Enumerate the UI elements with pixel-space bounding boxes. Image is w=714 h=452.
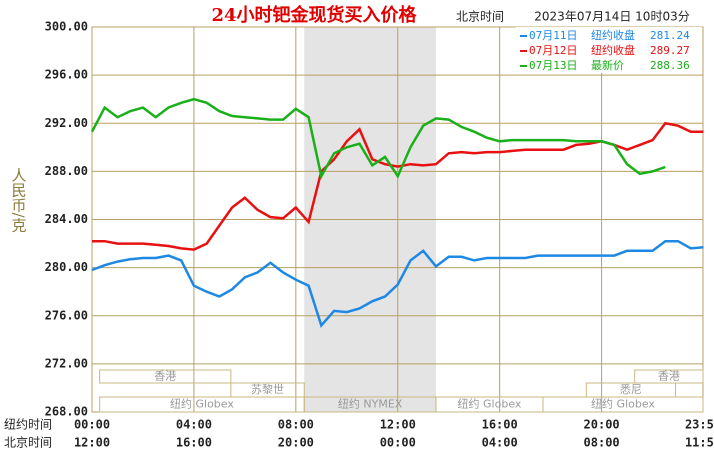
legend-name: 07月11日	[529, 29, 578, 42]
session-label: 香港	[154, 370, 176, 383]
legend-value: 289.27	[650, 44, 690, 57]
session-box	[99, 369, 232, 384]
session-label: 悉尼	[620, 383, 642, 396]
time-zone-label: 北京时间	[456, 10, 504, 24]
session-label: 纽约 NYMEX	[338, 397, 403, 411]
session-label: 苏黎世	[251, 382, 284, 396]
y-tick-label: 280.00	[45, 260, 88, 274]
y-tick-label: 288.00	[45, 164, 88, 178]
x2-tick-label: 11:59	[685, 436, 714, 450]
legend-value: 281.24	[650, 29, 690, 42]
legend-name: 07月12日	[529, 44, 578, 57]
legend-label: 纽约收盘	[591, 43, 635, 57]
x-axis-label: 纽约时间	[4, 417, 52, 432]
legend-label: 最新价	[591, 58, 624, 72]
session-label: 纽约 Globex	[170, 397, 234, 411]
session-label: 纽约 Globex	[591, 397, 655, 411]
x2-tick-label: 00:00	[380, 436, 416, 450]
legend-value: 288.36	[650, 59, 690, 72]
y-tick-label: 284.00	[45, 212, 88, 226]
series-line	[91, 239, 704, 328]
x-tick-label: 00:00	[74, 418, 110, 432]
y-axis-label: 人民币/克	[10, 167, 28, 233]
x2-tick-label: 16:00	[176, 436, 212, 450]
x2-tick-label: 08:00	[584, 436, 620, 450]
x-tick-label: 16:00	[482, 418, 518, 432]
x2-tick-label: 12:00	[74, 436, 110, 450]
x-tick-label: 12:00	[380, 418, 416, 432]
y-tick-label: 296.00	[45, 68, 88, 82]
y-tick-label: 272.00	[45, 356, 88, 370]
x-tick-label: 04:00	[176, 418, 212, 432]
session-label: 香港	[658, 370, 680, 383]
x2-tick-label: 20:00	[278, 436, 314, 450]
chart-title: 24小时钯金现货买入价格	[211, 4, 417, 26]
legend-box	[516, 27, 702, 73]
y-tick-label: 300.00	[45, 20, 88, 34]
x2-axis-label: 北京时间	[4, 436, 52, 450]
legend-label: 纽约收盘	[591, 28, 635, 42]
timestamp: 2023年07月14日 10时03分	[534, 10, 689, 24]
legend-name: 07月13日	[529, 59, 578, 72]
x-tick-label: 08:00	[278, 418, 314, 432]
session-box	[542, 396, 704, 413]
session-label: 纽约 Globex	[458, 397, 522, 411]
y-tick-label: 276.00	[45, 308, 88, 322]
series-line	[90, 97, 666, 180]
y-tick-label: 292.00	[45, 116, 88, 130]
x-tick-label: 20:00	[584, 418, 620, 432]
y-tick-label: 268.00	[45, 405, 88, 419]
x-tick-label: 23:59	[685, 418, 714, 432]
x2-tick-label: 04:00	[482, 436, 518, 450]
